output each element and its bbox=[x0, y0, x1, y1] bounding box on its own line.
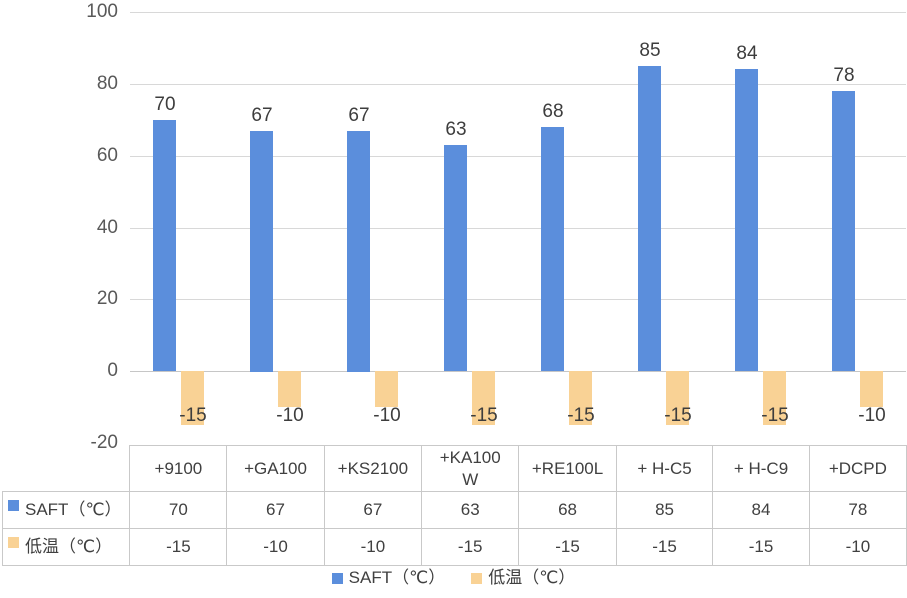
saft-bar bbox=[347, 131, 370, 372]
table-cell: -15 bbox=[518, 528, 617, 566]
legend-label: SAFT（℃） bbox=[348, 568, 446, 587]
table-column-header: + H-C9 bbox=[712, 445, 810, 492]
gridline bbox=[130, 84, 906, 85]
table-cell: 68 bbox=[518, 491, 617, 529]
legend-item-saft: SAFT（℃） bbox=[331, 568, 446, 588]
table-row: SAFT（℃） 70 67 67 63 68 85 84 78 bbox=[1, 491, 907, 529]
low-temp-value-label: -15 bbox=[470, 405, 498, 426]
y-axis-tick-label: 80 bbox=[96, 73, 118, 94]
saft-value-label: 78 bbox=[833, 65, 855, 86]
saft-value-label: 67 bbox=[348, 105, 370, 126]
table-column-header: +KS2100 bbox=[323, 445, 423, 492]
low-temp-value-label: -15 bbox=[567, 405, 595, 426]
table-corner-cell bbox=[3, 446, 130, 492]
low-temp-bar bbox=[860, 371, 883, 407]
saft-bar bbox=[444, 145, 467, 371]
saft-bar bbox=[638, 66, 661, 371]
low-temp-value-label: -15 bbox=[664, 405, 692, 426]
table-cell: 78 bbox=[808, 491, 907, 529]
low-temp-bar bbox=[181, 371, 204, 425]
gridline bbox=[130, 299, 906, 300]
table-cell: 63 bbox=[421, 491, 520, 529]
low-temp-value-label: -15 bbox=[761, 405, 789, 426]
table-row-label: 低温（℃） bbox=[1, 528, 131, 566]
low-temp-bar bbox=[278, 371, 301, 407]
saft-value-label: 85 bbox=[639, 40, 661, 61]
table-row-label: SAFT（℃） bbox=[1, 491, 131, 529]
chart-legend: SAFT（℃） 低温（℃） bbox=[0, 568, 907, 588]
saft-value-label: 63 bbox=[445, 119, 467, 140]
table-cell: -15 bbox=[615, 528, 714, 566]
saft-value-label: 68 bbox=[542, 101, 564, 122]
low-temp-bar bbox=[763, 371, 786, 425]
low-temp-bar bbox=[472, 371, 495, 425]
table-row-label-text: 低温（℃） bbox=[25, 537, 113, 557]
low-temp-value-label: -10 bbox=[373, 405, 401, 426]
table-column-header: +9100 bbox=[129, 445, 228, 492]
y-axis-tick-label: 100 bbox=[86, 1, 118, 22]
saft-bar bbox=[153, 120, 176, 371]
y-axis-tick-label: 60 bbox=[96, 145, 118, 166]
y-axis-tick-label: 20 bbox=[96, 288, 118, 309]
table-cell: -15 bbox=[129, 528, 228, 566]
table-column-header: +RE100L bbox=[518, 445, 617, 492]
table-column-header: +DCPD bbox=[808, 445, 907, 492]
low-temp-value-label: -10 bbox=[858, 405, 886, 426]
table-cell: 67 bbox=[323, 491, 423, 529]
saft-bar bbox=[832, 91, 855, 371]
table-cell: -10 bbox=[808, 528, 907, 566]
saft-legend-key-icon bbox=[331, 572, 343, 584]
saft-bar bbox=[541, 127, 564, 371]
table-cell: 70 bbox=[129, 491, 228, 529]
table-cell: -10 bbox=[226, 528, 325, 566]
table-column-header: +KA100 W bbox=[421, 445, 520, 492]
low-temp-bar bbox=[666, 371, 689, 425]
table-row-label-inner: 低温（℃） bbox=[3, 536, 129, 557]
table-cell: -10 bbox=[323, 528, 423, 566]
table-cell: -15 bbox=[712, 528, 810, 566]
y-axis-tick-label: -20 bbox=[90, 432, 118, 453]
y-axis-tick-label: 0 bbox=[107, 360, 118, 381]
y-axis-tick-label: 40 bbox=[96, 217, 118, 238]
table-row-label-text: SAFT（℃） bbox=[25, 500, 122, 520]
legend-item-low-temp: 低温（℃） bbox=[471, 568, 575, 588]
table-column-header: +GA100 bbox=[226, 445, 325, 492]
low-temp-bar bbox=[569, 371, 592, 425]
gridline bbox=[130, 228, 906, 229]
low-temp-value-label: -10 bbox=[276, 405, 304, 426]
saft-value-label: 70 bbox=[154, 94, 176, 115]
table-cell: -15 bbox=[421, 528, 520, 566]
saft-series-key-icon bbox=[8, 499, 19, 511]
table-row-label-inner: SAFT（℃） bbox=[3, 499, 129, 520]
saft-bar bbox=[250, 131, 273, 372]
table-cell: 84 bbox=[712, 491, 810, 529]
low-temp-series-key-icon bbox=[8, 536, 19, 548]
low-temp-value-label: -15 bbox=[179, 405, 207, 426]
saft-value-label: 67 bbox=[251, 105, 273, 126]
low-temp-legend-key-icon bbox=[471, 572, 483, 584]
gridline bbox=[130, 156, 906, 157]
low-temp-bar bbox=[375, 371, 398, 407]
legend-label: 低温（℃） bbox=[488, 568, 576, 587]
table-cell: 85 bbox=[615, 491, 714, 529]
table-row: 低温（℃） -15 -10 -10 -15 -15 -15 -15 -10 bbox=[1, 528, 907, 566]
data-table: +9100 +GA100 +KS2100 +KA100 W +RE100L + H-C5 +… bbox=[1, 445, 907, 566]
gridline bbox=[130, 12, 906, 13]
saft-value-label: 84 bbox=[736, 43, 758, 64]
zero-axis-line bbox=[130, 371, 906, 372]
table-column-header: + H-C5 bbox=[615, 445, 714, 492]
table-cell: 67 bbox=[226, 491, 325, 529]
saft-bar bbox=[735, 69, 758, 371]
